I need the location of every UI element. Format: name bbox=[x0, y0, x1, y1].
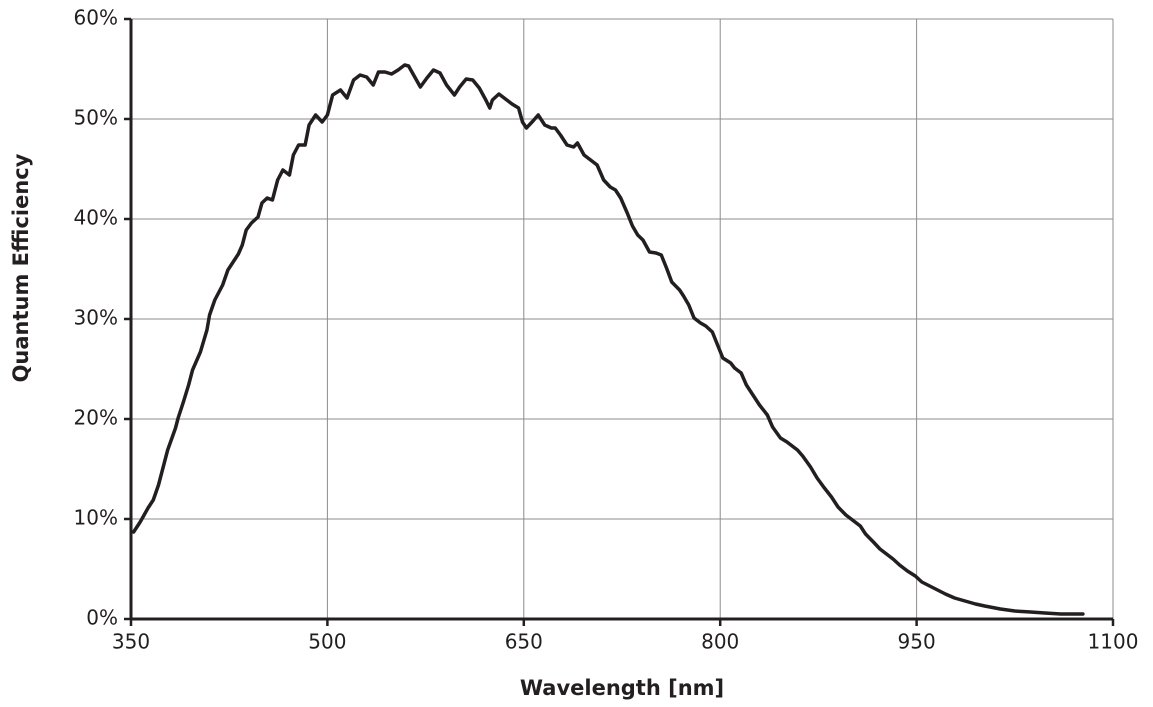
y-tick-label: 50% bbox=[74, 106, 118, 130]
x-tick-label: 350 bbox=[112, 630, 150, 654]
y-tick-label: 40% bbox=[74, 206, 118, 230]
x-tick-label: 500 bbox=[308, 630, 346, 654]
data-line bbox=[131, 63, 1085, 616]
x-axis-title: Wavelength [nm] bbox=[520, 676, 724, 700]
y-tick-label: 10% bbox=[74, 506, 118, 530]
x-tick-label: 800 bbox=[701, 630, 739, 654]
y-tick-label: 0% bbox=[86, 606, 118, 630]
y-axis-title: Quantum Efficiency bbox=[9, 153, 33, 382]
y-tick-label: 20% bbox=[74, 406, 118, 430]
x-tick-label: 650 bbox=[505, 630, 543, 654]
y-tick-label: 30% bbox=[74, 306, 118, 330]
x-tick-label: 1100 bbox=[1088, 630, 1139, 654]
y-tick-label: 60% bbox=[74, 6, 118, 30]
x-tick-label: 950 bbox=[898, 630, 936, 654]
